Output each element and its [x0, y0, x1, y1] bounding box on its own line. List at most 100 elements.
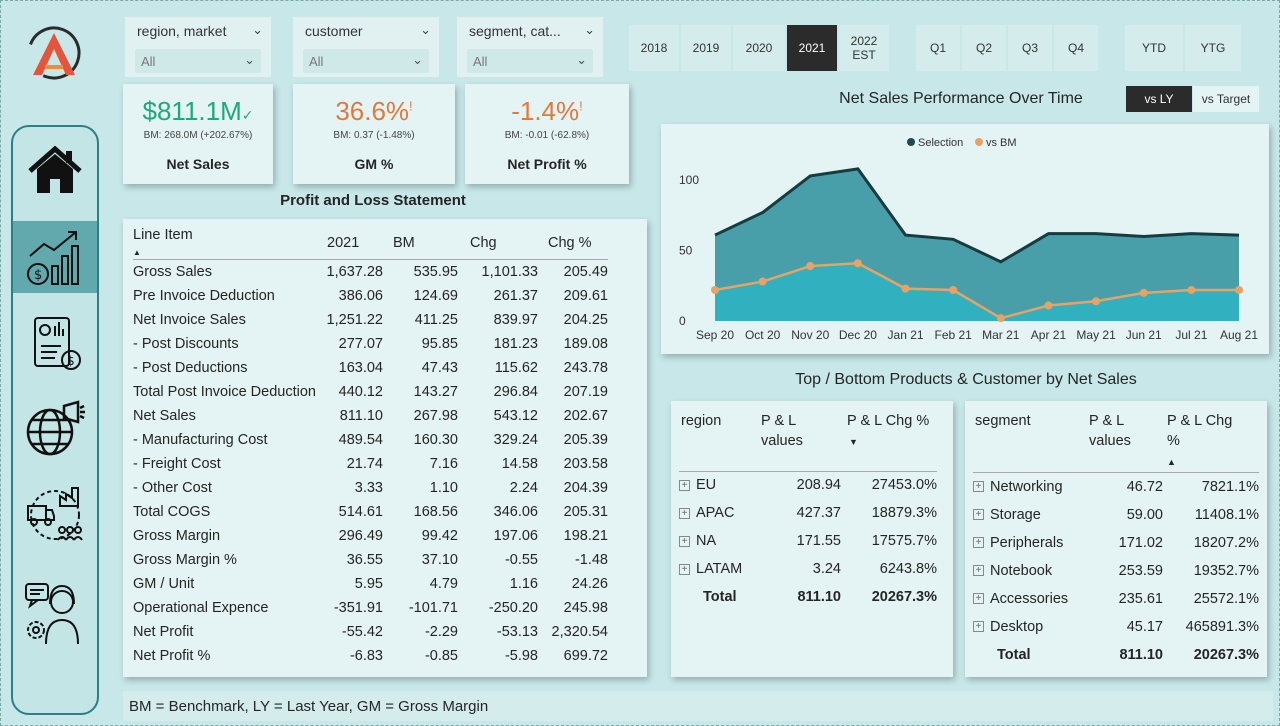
- col-header[interactable]: region: [681, 413, 722, 429]
- col-header[interactable]: Chg: [470, 235, 497, 251]
- pnl-cell: 21.74: [346, 455, 383, 472]
- col-header[interactable]: Chg %: [548, 235, 592, 251]
- row-label-cell: + Storage: [973, 501, 1083, 529]
- col-header[interactable]: segment: [975, 413, 1031, 429]
- quarter-button-q4[interactable]: Q4: [1054, 25, 1098, 71]
- net-sales-chart: Selection vs BM 0 50 100 Sep 20 Oct 20 Nov 20…: [661, 124, 1269, 354]
- pnl-cell: 277.07: [338, 335, 383, 352]
- filter-segment-category[interactable]: segment, cat... ⌄ All ⌄: [457, 17, 603, 77]
- col-header[interactable]: BM: [393, 235, 415, 251]
- table-row[interactable]: + Storage 59.00 11408.1%: [973, 501, 1259, 529]
- col-header-label: Line Item: [133, 227, 193, 243]
- expand-icon[interactable]: +: [679, 507, 690, 519]
- row-label-cell: + Peripherals: [973, 529, 1083, 557]
- year-button-2020[interactable]: 2020: [733, 25, 785, 71]
- table-row[interactable]: + Peripherals 171.02 18207.2%: [973, 529, 1259, 557]
- expand-icon[interactable]: +: [973, 565, 984, 577]
- period-label: YTG: [1200, 41, 1226, 55]
- expand-icon[interactable]: +: [973, 593, 984, 605]
- col-header[interactable]: P & L Chg % ▲: [1163, 411, 1259, 473]
- expand-icon[interactable]: +: [679, 563, 690, 575]
- region-table: region P & L values P & L Chg % ▼ + EU 208.…: [679, 411, 937, 611]
- table-row[interactable]: + Networking 46.72 7821.1%: [973, 473, 1259, 501]
- expand-icon[interactable]: +: [973, 509, 984, 521]
- year-button-2019[interactable]: 2019: [681, 25, 731, 71]
- kpi-net-profit: -1.4%! BM: -0.01 (-62.8%) Net Profit %: [465, 84, 629, 184]
- bm-point: [949, 286, 958, 295]
- nav-finance[interactable]: $: [13, 221, 97, 293]
- pnl-cell: 209.61: [563, 287, 608, 304]
- filter-customer[interactable]: customer ⌄ All ⌄: [293, 17, 439, 77]
- table-row[interactable]: + LATAM 3.24 6243.8%: [679, 555, 937, 583]
- table-cell: 27453.0%: [871, 477, 937, 494]
- pnl-cell: 205.39: [563, 431, 608, 448]
- filter-region-market[interactable]: region, market ⌄ All ⌄: [125, 17, 271, 77]
- col-header[interactable]: P & L values: [1083, 411, 1163, 473]
- table-row[interactable]: + NA 171.55 17575.7%: [679, 527, 937, 555]
- nav-supply-chain[interactable]: [13, 479, 97, 551]
- year-button-2021[interactable]: 2021: [787, 25, 837, 71]
- expand-icon[interactable]: +: [679, 479, 690, 491]
- chevron-down-icon[interactable]: ⌄: [244, 52, 255, 67]
- col-header[interactable]: P & L values: [761, 411, 841, 471]
- year-button-2018[interactable]: 2018: [629, 25, 679, 71]
- nav-support[interactable]: [13, 565, 97, 661]
- expand-icon[interactable]: +: [973, 481, 984, 493]
- kpi-value-row: $811.1M✓: [123, 96, 273, 127]
- col-header-label: P & L Chg %: [1167, 413, 1233, 449]
- col-header[interactable]: Line Item ▲: [133, 227, 323, 260]
- chevron-down-icon[interactable]: ⌄: [252, 22, 263, 37]
- chevron-down-icon[interactable]: ⌄: [584, 22, 595, 37]
- pnl-cell: 197.06: [493, 527, 538, 544]
- total-cell: Total: [997, 646, 1031, 663]
- period-button-ytd[interactable]: YTD: [1125, 25, 1183, 71]
- row-label: LATAM: [696, 561, 743, 577]
- col-header[interactable]: P & L Chg % ▼: [841, 411, 937, 471]
- year-button-2022-est[interactable]: 2022 EST: [839, 25, 889, 71]
- period-button-ytg[interactable]: YTG: [1185, 25, 1241, 71]
- table-cell: 253.59: [1118, 562, 1163, 579]
- nav-marketing[interactable]: [13, 393, 97, 465]
- filter-dropdown[interactable]: All ⌄: [467, 49, 593, 73]
- expand-icon[interactable]: +: [679, 535, 690, 547]
- chevron-down-icon[interactable]: ⌄: [576, 52, 587, 67]
- expand-icon[interactable]: +: [973, 621, 984, 633]
- pnl-cell: 440.12: [338, 383, 383, 400]
- quarter-button-q1[interactable]: Q1: [916, 25, 960, 71]
- pnl-cell: -0.55: [504, 551, 538, 568]
- marketing-globe-icon: [26, 400, 85, 456]
- toggle-vs-ly[interactable]: vs LY: [1126, 86, 1192, 112]
- total-cell: Total: [703, 589, 737, 605]
- quarter-button-q2[interactable]: Q2: [962, 25, 1006, 71]
- pnl-line-item: - Manufacturing Cost: [133, 431, 268, 448]
- table-row[interactable]: + Notebook 253.59 19352.7%: [973, 557, 1259, 585]
- total-cell: 811.10: [797, 589, 841, 605]
- pnl-row: Net Profit -55.42 -2.29 -53.13 2,320.54: [133, 620, 608, 644]
- col-header[interactable]: 2021: [327, 235, 360, 251]
- toggle-vs-target[interactable]: vs Target: [1193, 86, 1259, 112]
- kpi-label: GM %: [354, 156, 394, 172]
- pnl-row: - Manufacturing Cost 489.54 160.30 329.24 20…: [133, 428, 608, 452]
- bm-point: [1139, 288, 1148, 297]
- nav-home[interactable]: [13, 135, 97, 207]
- table-row[interactable]: + Desktop 45.17 465891.3%: [973, 613, 1259, 641]
- table-row[interactable]: + EU 208.94 27453.0%: [679, 471, 937, 499]
- col-header-label: P & L values: [1089, 413, 1131, 449]
- chart-legend: Selection vs BM: [907, 137, 1017, 149]
- expand-icon[interactable]: +: [973, 537, 984, 549]
- sort-down-icon[interactable]: ▼: [849, 437, 858, 447]
- pnl-cell: 535.95: [413, 263, 458, 280]
- table-row[interactable]: + Accessories 235.61 25572.1%: [973, 585, 1259, 613]
- pnl-cell: 243.78: [563, 359, 608, 376]
- table-row[interactable]: + APAC 427.37 18879.3%: [679, 499, 937, 527]
- nav-reports[interactable]: $: [13, 307, 97, 379]
- quarter-button-q3[interactable]: Q3: [1008, 25, 1052, 71]
- filter-dropdown[interactable]: All ⌄: [135, 49, 261, 73]
- col-header-label: P & L Chg %: [847, 413, 930, 429]
- sort-up-icon[interactable]: ▲: [133, 248, 141, 257]
- filter-dropdown[interactable]: All ⌄: [303, 49, 429, 73]
- chevron-down-icon[interactable]: ⌄: [420, 22, 431, 37]
- pnl-row: Gross Margin 296.49 99.42 197.06 198.21: [133, 524, 608, 548]
- sort-up-icon[interactable]: ▲: [1167, 457, 1176, 467]
- chevron-down-icon[interactable]: ⌄: [412, 52, 423, 67]
